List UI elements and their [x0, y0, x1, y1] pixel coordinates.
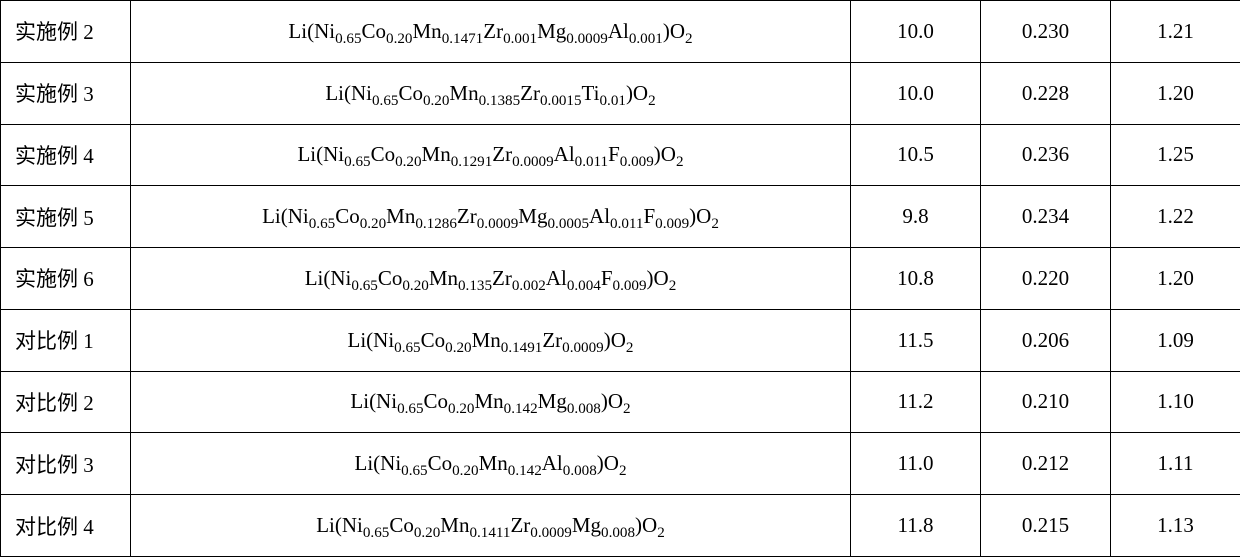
table-row: 对比例 4Li(Ni0.65Co0.20Mn0.1411Zr0.0009Mg0.… — [1, 495, 1240, 557]
value-cell-1: 11.5 — [851, 309, 981, 371]
value-cell-2: 0.212 — [981, 433, 1111, 495]
value-cell-1: 11.2 — [851, 371, 981, 433]
formula-cell: Li(Ni0.65Co0.20Mn0.1385Zr0.0015Ti0.01)O2 — [131, 62, 851, 124]
formula-cell: Li(Ni0.65Co0.20Mn0.135Zr0.002Al0.004F0.0… — [131, 248, 851, 310]
table-row: 对比例 3Li(Ni0.65Co0.20Mn0.142Al0.008)O211.… — [1, 433, 1240, 495]
table-row: 实施例 6Li(Ni0.65Co0.20Mn0.135Zr0.002Al0.00… — [1, 248, 1240, 310]
table-row: 实施例 4Li(Ni0.65Co0.20Mn0.1291Zr0.0009Al0.… — [1, 124, 1240, 186]
value-cell-3: 1.25 — [1111, 124, 1240, 186]
formula-cell: Li(Ni0.65Co0.20Mn0.142Mg0.008)O2 — [131, 371, 851, 433]
table-row: 对比例 2Li(Ni0.65Co0.20Mn0.142Mg0.008)O211.… — [1, 371, 1240, 433]
row-label: 实施例 4 — [1, 124, 131, 186]
row-label: 对比例 2 — [1, 371, 131, 433]
value-cell-1: 11.0 — [851, 433, 981, 495]
value-cell-2: 0.228 — [981, 62, 1111, 124]
value-cell-1: 9.8 — [851, 186, 981, 248]
value-cell-1: 10.5 — [851, 124, 981, 186]
value-cell-3: 1.20 — [1111, 248, 1240, 310]
row-label: 对比例 3 — [1, 433, 131, 495]
row-label: 实施例 3 — [1, 62, 131, 124]
table-row: 实施例 5Li(Ni0.65Co0.20Mn0.1286Zr0.0009Mg0.… — [1, 186, 1240, 248]
row-label: 对比例 4 — [1, 495, 131, 557]
value-cell-2: 0.220 — [981, 248, 1111, 310]
formula-cell: Li(Ni0.65Co0.20Mn0.1471Zr0.001Mg0.0009Al… — [131, 1, 851, 63]
value-cell-2: 0.215 — [981, 495, 1111, 557]
value-cell-1: 10.0 — [851, 1, 981, 63]
value-cell-1: 10.8 — [851, 248, 981, 310]
value-cell-2: 0.236 — [981, 124, 1111, 186]
row-label: 实施例 2 — [1, 1, 131, 63]
formula-cell: Li(Ni0.65Co0.20Mn0.1291Zr0.0009Al0.011F0… — [131, 124, 851, 186]
value-cell-2: 0.230 — [981, 1, 1111, 63]
formula-cell: Li(Ni0.65Co0.20Mn0.142Al0.008)O2 — [131, 433, 851, 495]
value-cell-2: 0.234 — [981, 186, 1111, 248]
table-row: 对比例 1Li(Ni0.65Co0.20Mn0.1491Zr0.0009)O21… — [1, 309, 1240, 371]
table-row: 实施例 2Li(Ni0.65Co0.20Mn0.1471Zr0.001Mg0.0… — [1, 1, 1240, 63]
formula-cell: Li(Ni0.65Co0.20Mn0.1491Zr0.0009)O2 — [131, 309, 851, 371]
value-cell-3: 1.21 — [1111, 1, 1240, 63]
materials-table: 实施例 2Li(Ni0.65Co0.20Mn0.1471Zr0.001Mg0.0… — [0, 0, 1240, 557]
value-cell-2: 0.206 — [981, 309, 1111, 371]
table-row: 实施例 3Li(Ni0.65Co0.20Mn0.1385Zr0.0015Ti0.… — [1, 62, 1240, 124]
formula-cell: Li(Ni0.65Co0.20Mn0.1411Zr0.0009Mg0.008)O… — [131, 495, 851, 557]
value-cell-3: 1.10 — [1111, 371, 1240, 433]
value-cell-3: 1.13 — [1111, 495, 1240, 557]
value-cell-1: 11.8 — [851, 495, 981, 557]
value-cell-3: 1.11 — [1111, 433, 1240, 495]
value-cell-3: 1.09 — [1111, 309, 1240, 371]
value-cell-1: 10.0 — [851, 62, 981, 124]
formula-cell: Li(Ni0.65Co0.20Mn0.1286Zr0.0009Mg0.0005A… — [131, 186, 851, 248]
row-label: 对比例 1 — [1, 309, 131, 371]
value-cell-3: 1.20 — [1111, 62, 1240, 124]
value-cell-2: 0.210 — [981, 371, 1111, 433]
row-label: 实施例 6 — [1, 248, 131, 310]
row-label: 实施例 5 — [1, 186, 131, 248]
value-cell-3: 1.22 — [1111, 186, 1240, 248]
